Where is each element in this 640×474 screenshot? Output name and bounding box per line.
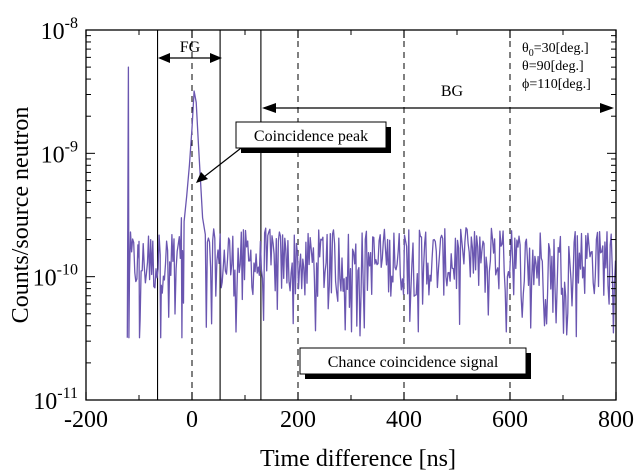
- fg-arrow-left-head: [158, 53, 170, 63]
- y-tick-label: 10-10: [33, 262, 78, 292]
- phi-annotation: ϕ=110[deg.]: [522, 77, 591, 92]
- fg-arrow-right-head: [210, 53, 222, 63]
- x-tick-label: 400: [386, 407, 422, 433]
- x-tick-label: 0: [186, 407, 198, 433]
- x-tick-labels: -200 0 200 400 600 800: [64, 407, 634, 433]
- peak-callout-arrowhead: [196, 172, 208, 183]
- axis-ticks: [85, 30, 617, 401]
- x-tick-label: 200: [280, 407, 316, 433]
- data-trace: [126, 66, 617, 339]
- bg-annotation: BG: [262, 83, 614, 113]
- fg-annotation: FG: [158, 39, 222, 63]
- angle-annotations: θ0=30[deg.] θ=90[deg.] ϕ=110[deg.]: [522, 41, 591, 92]
- chance-coincidence-callout: Chance coincidence signal: [299, 347, 531, 379]
- theta-annotation: θ=90[deg.]: [522, 59, 584, 74]
- y-axis-title: Counts/source neutron: [8, 107, 34, 324]
- x-tick-label: 600: [492, 407, 528, 433]
- bg-label: BG: [441, 83, 464, 100]
- chance-callout-label: Chance coincidence signal: [328, 354, 499, 371]
- chance-callout-box: [299, 347, 527, 375]
- y-tick-label: 10-8: [41, 15, 78, 45]
- x-axis-title: Time difference [ns]: [260, 446, 456, 472]
- bg-arrow-right-head: [600, 103, 614, 113]
- peak-callout-box: [235, 121, 387, 149]
- reference-lines: [157, 30, 511, 400]
- x-tick-label: 800: [598, 407, 634, 433]
- theta0-annotation: θ0=30[deg.]: [522, 41, 589, 59]
- y-tick-label: 10-11: [33, 385, 78, 415]
- fg-label: FG: [180, 39, 201, 56]
- x-tick-label: -200: [64, 407, 108, 433]
- y-tick-labels: 10-11 10-10 10-9 10-8: [33, 15, 78, 415]
- coincidence-peak-callout: Coincidence peak: [196, 121, 391, 183]
- data-series: [126, 66, 617, 339]
- bg-arrow-left-head: [262, 103, 276, 113]
- peak-callout-label: Coincidence peak: [254, 128, 368, 145]
- peak-callout-leader: [199, 144, 246, 181]
- y-tick-label: 10-9: [41, 138, 78, 168]
